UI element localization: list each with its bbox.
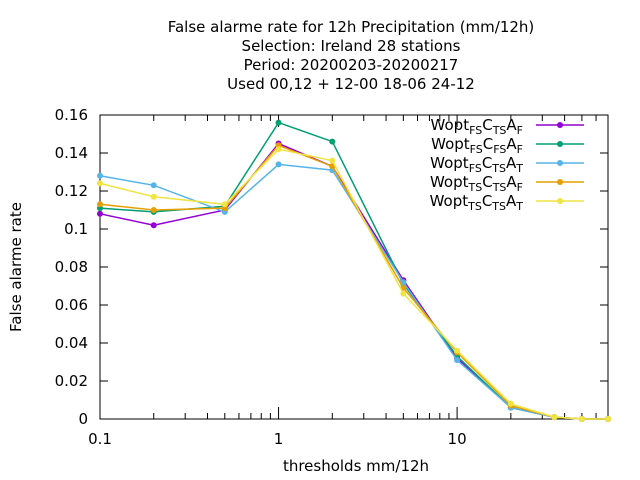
data-point bbox=[275, 161, 282, 168]
legend-swatch-point bbox=[557, 160, 563, 166]
chart-title: False alarme rate for 12h Precipitation … bbox=[168, 18, 535, 93]
plot-frame bbox=[99, 114, 609, 420]
y-tick-label: 0 bbox=[78, 410, 88, 428]
data-point bbox=[150, 207, 157, 213]
data-point bbox=[150, 193, 157, 200]
legend-label-part: T bbox=[515, 162, 523, 175]
legend-label: WoptFSCFSAF bbox=[431, 135, 523, 156]
legend-label: WoptTSCTSAF bbox=[430, 173, 523, 194]
x-tick-label: 1 bbox=[274, 430, 284, 448]
legend-label-part: TS bbox=[492, 181, 507, 194]
data-point bbox=[97, 180, 103, 187]
data-point bbox=[97, 210, 103, 217]
legend-label-part: A bbox=[506, 192, 517, 210]
plot-area bbox=[99, 114, 609, 420]
data-point bbox=[329, 157, 336, 164]
chart-title-line: Period: 20200203-20200217 bbox=[244, 56, 459, 74]
y-tick-label: 0.1 bbox=[64, 220, 88, 238]
x-tick-label: 10 bbox=[448, 430, 467, 448]
legend-label-part: FS bbox=[469, 162, 482, 175]
legend-label-part: TS bbox=[467, 200, 482, 213]
data-point bbox=[275, 146, 282, 153]
data-point bbox=[329, 138, 336, 145]
legend-label-part: FS bbox=[469, 124, 482, 137]
legend-label: WoptTSCTSAT bbox=[430, 192, 524, 213]
legend-label-part: C bbox=[482, 192, 492, 210]
legend-label-part: TS bbox=[491, 200, 506, 213]
legend-label-part: Wopt bbox=[431, 116, 470, 134]
chart-title-line: Used 00,12 + 12-00 18-06 24-12 bbox=[227, 75, 475, 93]
series-line bbox=[99, 121, 608, 420]
legend-label-part: Wopt bbox=[430, 192, 469, 210]
legend-label-part: TS bbox=[491, 162, 506, 175]
legend-label-part: Wopt bbox=[430, 154, 469, 172]
legend-label-part: FS bbox=[470, 143, 483, 156]
data-point bbox=[454, 347, 461, 354]
legend-entry-3: WoptFSCTSAT bbox=[430, 154, 584, 175]
data-point bbox=[400, 279, 407, 286]
legend-label: WoptFSCTSAT bbox=[430, 154, 523, 175]
legend-label-part: FS bbox=[493, 143, 506, 156]
x-axis: 0.1 1 10 bbox=[88, 115, 609, 448]
y-tick-label: 0.02 bbox=[55, 372, 88, 390]
legend-label-part: C bbox=[482, 154, 492, 172]
legend-entry-1: WoptFSCTSAF bbox=[431, 116, 584, 137]
chart-title-line: False alarme rate for 12h Precipitation … bbox=[168, 18, 535, 36]
data-point bbox=[221, 201, 228, 208]
y-tick-label: 0.06 bbox=[55, 296, 88, 314]
legend-label-part: A bbox=[506, 154, 517, 172]
series-line bbox=[99, 148, 608, 420]
legend-label-part: C bbox=[483, 135, 493, 153]
legend-label-part: C bbox=[482, 173, 492, 191]
legend-label-part: F bbox=[517, 181, 523, 194]
legend-label-part: A bbox=[506, 116, 517, 134]
x-axis-label: thresholds mm/12h bbox=[283, 457, 429, 475]
legend-entry-4: WoptTSCTSAF bbox=[430, 173, 584, 194]
data-point bbox=[454, 357, 461, 364]
y-tick-label: 0.04 bbox=[55, 334, 88, 352]
y-tick-label: 0.14 bbox=[55, 144, 88, 162]
legend-swatch-point bbox=[557, 198, 563, 204]
legend-swatch-point bbox=[557, 122, 563, 128]
legend-label-part: C bbox=[482, 116, 492, 134]
y-axis: 0 0.02 0.04 0.06 0.08 0.1 0.12 0.14 0.16 bbox=[55, 106, 608, 428]
series-lines bbox=[97, 119, 611, 422]
legend-entry-2: WoptFSCFSAF bbox=[431, 135, 584, 156]
legend-label-part: F bbox=[517, 143, 523, 156]
data-point bbox=[150, 182, 157, 189]
y-tick-label: 0.16 bbox=[55, 106, 88, 124]
data-point bbox=[275, 119, 282, 126]
legend-swatch-point bbox=[557, 179, 563, 185]
legend-swatch-point bbox=[557, 141, 563, 147]
data-point bbox=[150, 222, 157, 229]
data-point bbox=[97, 201, 103, 208]
legend-label-part: A bbox=[506, 135, 517, 153]
x-tick-label: 0.1 bbox=[88, 430, 112, 448]
data-point bbox=[551, 414, 558, 421]
legend-entry-5: WoptTSCTSAT bbox=[430, 192, 584, 213]
data-point bbox=[605, 416, 611, 422]
legend-label-part: T bbox=[515, 200, 523, 213]
legend-label-part: Wopt bbox=[431, 135, 470, 153]
legend-label-part: TS bbox=[468, 181, 483, 194]
series-1 bbox=[97, 140, 611, 422]
legend-label-part: A bbox=[506, 173, 517, 191]
y-tick-label: 0.08 bbox=[55, 258, 88, 276]
series-2 bbox=[97, 119, 611, 422]
y-tick-label: 0.12 bbox=[55, 182, 88, 200]
series-5 bbox=[97, 146, 611, 422]
legend: WoptFSCTSAFWoptFSCFSAFWoptFSCTSATWoptTSC… bbox=[430, 116, 584, 213]
y-axis-label: False alarme rate bbox=[7, 202, 25, 332]
legend-label-part: TS bbox=[492, 124, 507, 137]
chart-title-line: Selection: Ireland 28 stations bbox=[242, 37, 461, 55]
data-point bbox=[97, 172, 103, 179]
data-point bbox=[400, 290, 407, 297]
legend-label-part: Wopt bbox=[430, 173, 469, 191]
legend-label: WoptFSCTSAF bbox=[431, 116, 523, 137]
data-point bbox=[507, 400, 514, 407]
data-point bbox=[578, 416, 585, 422]
legend-label-part: F bbox=[517, 124, 523, 137]
